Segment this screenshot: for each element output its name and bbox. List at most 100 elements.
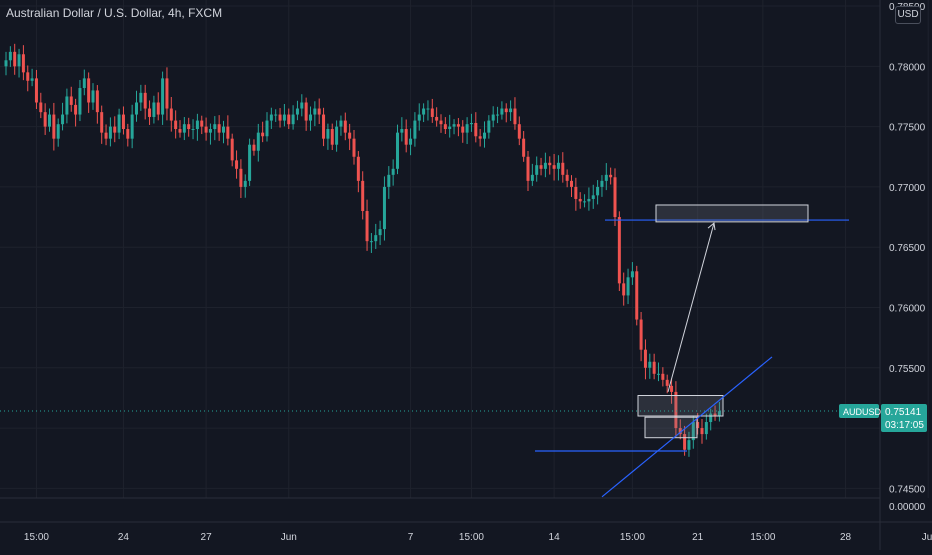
candle-down [474,122,478,137]
candle-down [165,78,169,109]
candle-up [409,138,413,145]
candle-down [113,126,117,133]
candle-down [52,114,56,139]
time-tick-label: 15:00 [620,532,645,543]
candle-down [565,174,569,181]
candle-down [169,108,173,121]
candle-down [121,114,125,130]
candle-up [208,129,212,133]
candle-up [30,78,34,81]
candle-down [678,428,682,435]
drawings[interactable] [535,204,849,498]
candle-down [526,156,530,181]
time-tick-label: 15:00 [459,532,484,543]
candle-up [687,440,691,450]
time-tick-label: 28 [840,532,852,543]
candle-down [539,165,543,169]
candle-down [652,361,656,374]
candle-up [335,126,339,145]
candle-down [352,138,356,157]
candle-up [469,122,473,125]
candle-up [448,126,452,130]
candle-up [417,114,421,121]
candle-up [378,229,382,236]
candle-up [491,114,495,121]
candle-up [213,124,217,130]
candle-down [100,112,104,133]
candle-down [361,180,365,212]
candle-down [304,102,308,121]
candle-up [295,108,299,115]
candle-up [152,102,156,117]
target-box [655,204,809,223]
candle-down [39,102,43,113]
candle-up [452,124,456,127]
candle-down [317,108,321,115]
candle-down [478,136,482,139]
time-tick-label: Jun [281,532,297,543]
candle-down [622,283,626,296]
candle-countdown: 03:17:05 [885,420,924,431]
candle-up [313,108,317,115]
candle-up [630,271,634,278]
candle-down [435,116,439,121]
candle-up [222,126,225,133]
price-tick-label: 0.77000 [889,183,926,194]
candle-up [496,114,500,116]
candle-down [21,54,25,73]
candle-up [108,126,112,139]
candle-down [356,156,360,181]
candle-up [339,120,343,127]
candle-up [130,114,134,139]
candle-up [65,96,69,115]
candle-up [543,162,547,169]
time-tick-label: 7 [408,532,414,543]
candle-down [617,217,621,284]
candle-up [591,195,595,199]
candle-up [509,108,513,113]
candle-up [691,422,695,441]
candle-down [574,186,578,199]
candle-down [230,138,234,161]
price-tick-label: 0.74500 [889,484,926,495]
candle-down [522,138,526,157]
trend-line [601,356,773,498]
candle-up [248,144,252,181]
candle-up [300,102,304,109]
price-tick-label: 0.76500 [889,243,926,254]
candle-down [148,108,152,117]
symbol-label: AUDUSD [843,407,882,417]
candle-down [239,168,243,187]
candle-up [626,277,630,296]
currency-unit-badge[interactable]: USD [895,6,921,24]
time-axis[interactable]: 15:00 24 27 Jun 7 15:00 14 15:00 21 15:00 28 Jul [0,521,932,543]
candle-up [78,88,82,115]
candle-down [252,144,256,151]
price-labels: AUDUSD 0.75141 03:17:05 [839,404,927,433]
retest-box [644,416,698,439]
candle-up [61,114,65,125]
time-tick-label: 14 [549,532,561,543]
candle-up [556,162,560,169]
candle-up [82,78,86,89]
candle-down [661,373,665,380]
candle-down [665,379,669,386]
candle-down [635,271,639,320]
candle-down [443,124,447,130]
candle-up [500,108,504,115]
time-tick-label: 21 [692,532,704,543]
candle-up [487,120,491,133]
candle-down [430,108,434,117]
candle-down [456,124,460,127]
candle-down [700,428,704,435]
candle-down [513,108,517,125]
last-price-label: 0.75141 [885,407,922,418]
candle-down [696,422,700,429]
candle-down [461,126,465,133]
candle-up [400,129,404,133]
candle-down [74,104,78,115]
candle-down [683,434,687,450]
